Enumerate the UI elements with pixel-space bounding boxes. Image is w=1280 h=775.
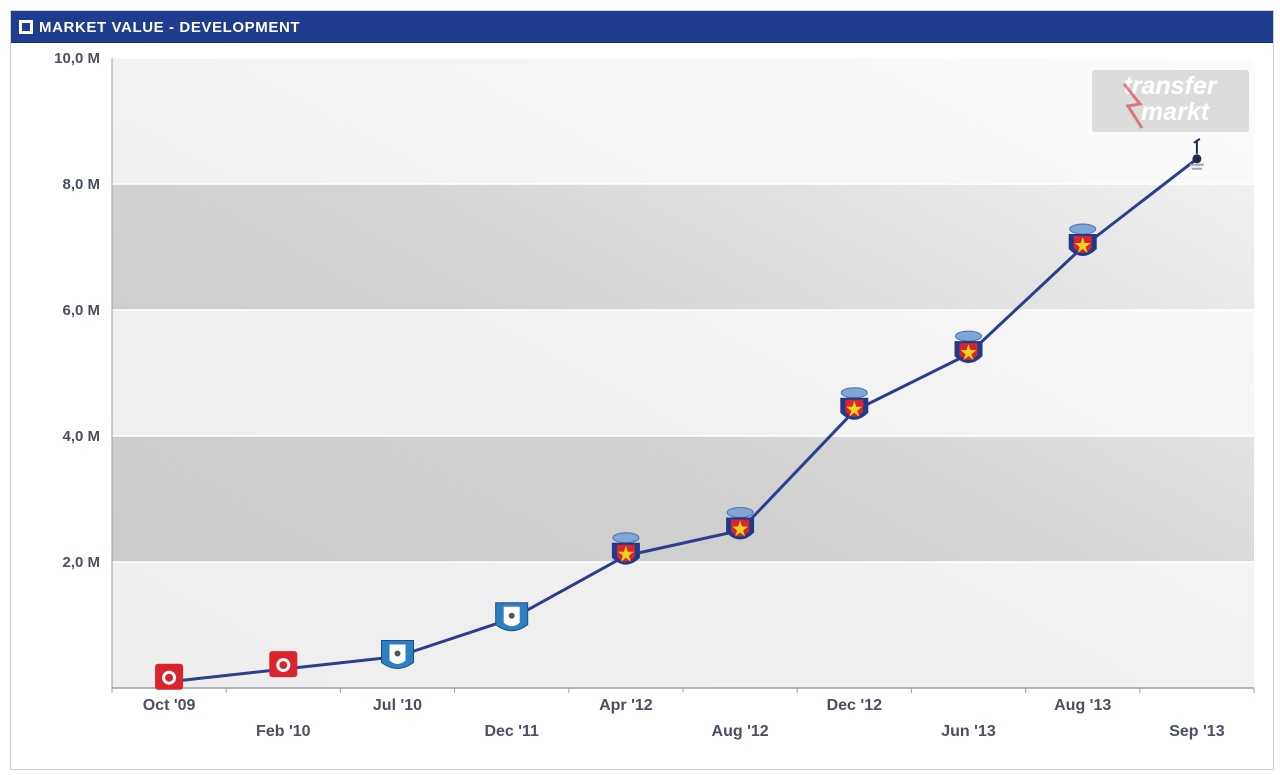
badge-crown [612,532,640,544]
x-tick-label: Dec '12 [827,697,883,714]
x-tick-label: Aug '12 [712,723,769,740]
market-value-line [168,157,1198,684]
badge-base [1189,163,1204,170]
y-tick-label: 10,0 M [54,50,100,67]
badge-center [508,612,515,619]
panel-header: MARKET VALUE - DEVELOPMENT [11,11,1273,43]
badge-bird [1193,137,1201,154]
x-tick-label: Aug '13 [1054,697,1111,714]
y-tick-label: 2,0 M [62,554,100,571]
badge-star [1074,237,1091,253]
transfermarkt-watermark: transfer markt [1092,70,1249,132]
x-tick-label: Feb '10 [256,723,311,740]
club-red-badge-icon [155,663,184,690]
badge-center [394,650,401,657]
badge-star [846,400,863,417]
club-cockerel-badge-icon [1189,137,1204,170]
panel-title: MARKET VALUE - DEVELOPMENT [39,18,301,36]
badge-star [732,520,749,537]
x-tick-label: Oct '09 [143,697,196,714]
club-navy-badge-icon [611,532,640,565]
badge-ball [1192,154,1202,164]
badge-crown [726,507,754,518]
badge-star [960,344,977,361]
badge-star [617,545,634,562]
watermark-line2: markt [1141,98,1211,126]
badge-crown [840,387,868,399]
badge-crown [1069,223,1097,235]
x-tick-label: Apr '12 [599,697,653,714]
y-tick-label: 4,0 M [62,428,100,445]
x-tick-label: Jun '13 [941,723,996,740]
x-tick-label: Jul '10 [373,697,422,714]
club-navy-badge-icon [840,387,869,420]
club-red-badge-icon [269,651,298,678]
y-tick-label: 6,0 M [62,302,100,319]
watermark-line1: transfer [1123,72,1217,100]
club-navy-badge-icon [726,507,755,540]
x-tick-label: Sep '13 [1169,723,1224,740]
y-tick-label: 8,0 M [62,176,100,193]
club-blue-badge-icon [381,640,414,669]
x-tick-label: Dec '11 [484,723,539,740]
club-navy-badge-icon [954,330,983,364]
club-blue-badge-icon [495,602,529,632]
badge-center [279,661,288,670]
collapse-box-icon[interactable] [19,20,33,34]
club-navy-badge-icon [1068,223,1097,256]
badge-crown [955,330,982,342]
badge-center [165,673,174,682]
